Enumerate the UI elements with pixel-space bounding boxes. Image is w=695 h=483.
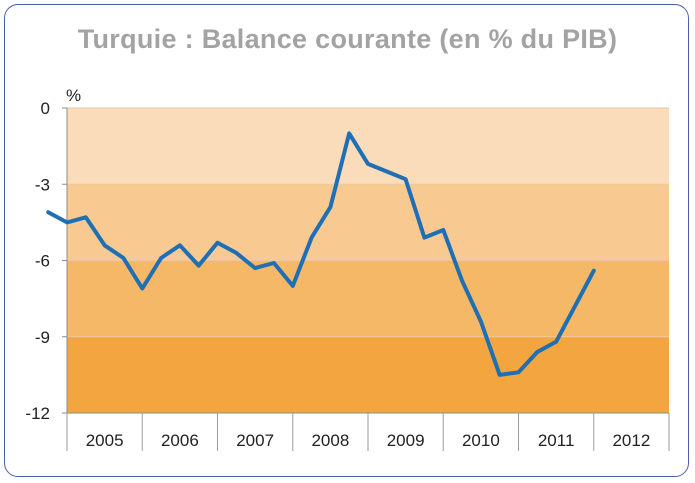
y-tick-label-2: -6 bbox=[35, 252, 50, 271]
x-tick-label-6: 2011 bbox=[538, 431, 575, 450]
x-tick-label-1: 2006 bbox=[161, 431, 199, 450]
series-line-0 bbox=[46, 131, 596, 377]
band-0 bbox=[67, 108, 669, 185]
y-tick-label-1: -3 bbox=[35, 175, 50, 194]
x-tick-label-3: 2008 bbox=[311, 431, 349, 450]
x-tick-label-5: 2010 bbox=[462, 431, 500, 450]
band-3 bbox=[67, 336, 669, 413]
x-tick-label-7: 2012 bbox=[612, 431, 650, 450]
x-tick-label-4: 2009 bbox=[387, 431, 425, 450]
chart-title: Turquie : Balance courante (en % du PIB) bbox=[77, 24, 618, 54]
y-tick-label-3: -9 bbox=[35, 328, 50, 347]
x-tick-label-2: 2007 bbox=[236, 431, 274, 450]
band-2 bbox=[67, 260, 669, 337]
x-tick-label-0: 2005 bbox=[86, 431, 124, 450]
y-tick-label-0: 0 bbox=[41, 99, 50, 118]
y-axis-label: % bbox=[66, 86, 81, 105]
y-tick-label-4: -12 bbox=[25, 404, 50, 423]
band-1 bbox=[67, 184, 669, 261]
